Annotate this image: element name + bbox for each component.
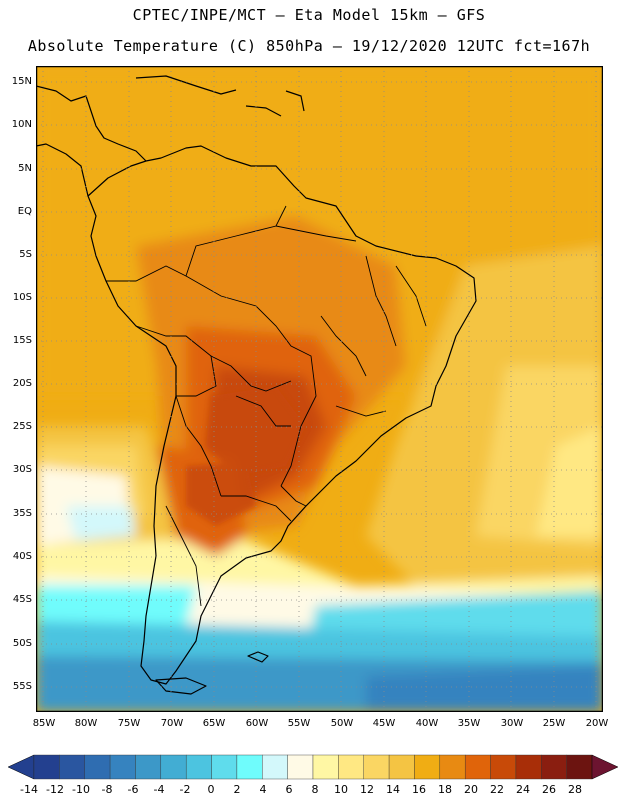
lon-tick-label: 60W bbox=[245, 718, 269, 729]
color-scale-label: 4 bbox=[259, 783, 267, 796]
lon-tick-label: 80W bbox=[74, 718, 98, 729]
color-scale-label: -10 bbox=[72, 783, 90, 796]
lat-tick-label: 45S bbox=[12, 594, 32, 605]
color-scale-label: 2 bbox=[233, 783, 241, 796]
colorbar-swatch bbox=[287, 754, 314, 780]
colorbar-swatch bbox=[541, 754, 567, 780]
lat-tick-label: 30S bbox=[12, 464, 32, 475]
colorbar-swatch bbox=[363, 754, 390, 780]
colorbar-swatch bbox=[414, 754, 441, 780]
colorbar-swatch bbox=[464, 754, 491, 780]
lon-tick-label: 65W bbox=[202, 718, 226, 729]
lat-tick-label: 55S bbox=[12, 681, 32, 692]
color-scale-bar bbox=[8, 754, 618, 780]
color-scale-label: 20 bbox=[464, 783, 478, 796]
colorbar-swatch bbox=[515, 754, 542, 780]
color-scale-label: 26 bbox=[542, 783, 556, 796]
color-scale-label: 22 bbox=[490, 783, 504, 796]
lat-tick-label: 5S bbox=[19, 249, 32, 260]
lat-tick-label: 10N bbox=[11, 119, 32, 130]
lat-tick-label: 10S bbox=[12, 292, 32, 303]
title-line-2: Absolute Temperature (C) 850hPa – 19/12/… bbox=[27, 37, 591, 55]
colorbar-swatch bbox=[135, 754, 162, 780]
lon-tick-label: 50W bbox=[330, 718, 354, 729]
lat-tick-label: 15N bbox=[11, 76, 32, 87]
color-scale-label: -4 bbox=[153, 783, 165, 796]
colorbar-swatch bbox=[109, 754, 136, 780]
color-scale-label: -14 bbox=[20, 783, 38, 796]
colorbar-swatch bbox=[338, 754, 364, 780]
colorbar-swatch bbox=[59, 754, 85, 780]
lat-tick-label: 5N bbox=[18, 163, 32, 174]
temperature-map bbox=[36, 66, 603, 712]
colorbar-swatch bbox=[490, 754, 517, 780]
lon-tick-label: 75W bbox=[117, 718, 141, 729]
lon-tick-label: 35W bbox=[457, 718, 481, 729]
lat-tick-label: 25S bbox=[12, 421, 32, 432]
lon-tick-label: 85W bbox=[32, 718, 56, 729]
lat-tick-label: 50S bbox=[12, 638, 32, 649]
lat-tick-label: EQ bbox=[17, 206, 32, 217]
colorbar-swatch bbox=[388, 754, 415, 780]
lon-tick-label: 45W bbox=[372, 718, 396, 729]
color-scale-label: 6 bbox=[285, 783, 293, 796]
color-scale-label: 18 bbox=[438, 783, 452, 796]
color-scale-label: 10 bbox=[334, 783, 348, 796]
colorbar-swatch bbox=[262, 754, 288, 780]
colorbar-swatch bbox=[33, 754, 60, 780]
lon-tick-label: 30W bbox=[500, 718, 524, 729]
color-scale-label: 14 bbox=[386, 783, 400, 796]
color-scale-label: 16 bbox=[412, 783, 426, 796]
color-scale-label: 24 bbox=[516, 783, 530, 796]
color-scale-label: -8 bbox=[101, 783, 113, 796]
colorbar-min-arrow bbox=[8, 754, 35, 780]
lat-tick-label: 35S bbox=[12, 508, 32, 519]
colorbar-swatch bbox=[211, 754, 238, 780]
color-scale-label: -6 bbox=[127, 783, 139, 796]
color-scale-label: 0 bbox=[207, 783, 215, 796]
lat-tick-label: 40S bbox=[12, 551, 32, 562]
color-scale-label: -2 bbox=[179, 783, 191, 796]
colorbar-swatch bbox=[160, 754, 187, 780]
lon-tick-label: 55W bbox=[287, 718, 311, 729]
color-scale-label: -12 bbox=[46, 783, 64, 796]
color-scale-label: 28 bbox=[568, 783, 582, 796]
color-scale-label: 12 bbox=[360, 783, 374, 796]
colorbar-swatch bbox=[566, 754, 593, 780]
colorbar-swatch bbox=[84, 754, 111, 780]
lon-tick-label: 20W bbox=[585, 718, 609, 729]
lon-tick-label: 70W bbox=[160, 718, 184, 729]
colorbar-swatch bbox=[236, 754, 263, 780]
colorbar-max-arrow bbox=[591, 754, 618, 780]
lon-tick-label: 40W bbox=[415, 718, 439, 729]
title-line-1: CPTEC/INPE/MCT – Eta Model 15km – GFS bbox=[132, 6, 486, 24]
lat-tick-label: 15S bbox=[12, 335, 32, 346]
color-scale-label: 8 bbox=[311, 783, 319, 796]
colorbar-swatch bbox=[312, 754, 339, 780]
colorbar-swatch bbox=[439, 754, 466, 780]
lat-tick-label: 20S bbox=[12, 378, 32, 389]
colorbar-swatch bbox=[185, 754, 212, 780]
lon-tick-label: 25W bbox=[542, 718, 566, 729]
